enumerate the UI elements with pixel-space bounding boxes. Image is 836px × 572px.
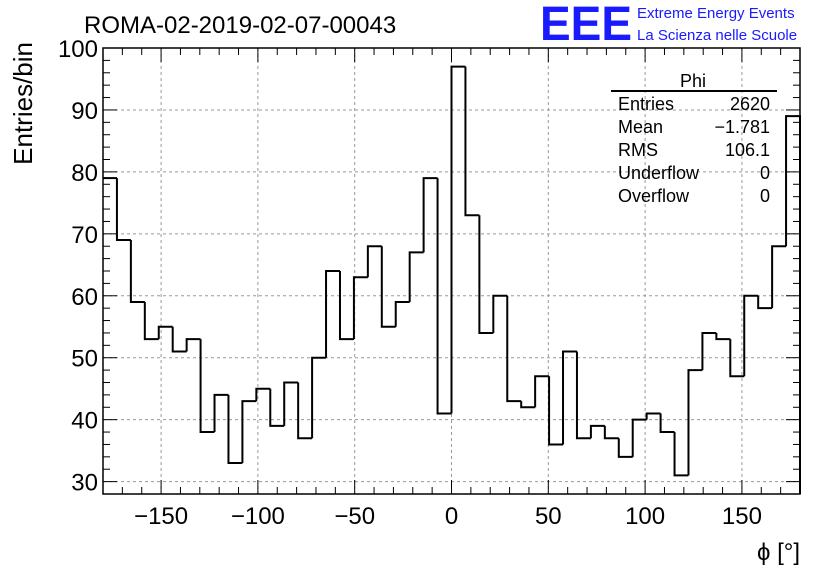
histogram-bin [213, 393, 229, 433]
histogram-bin [297, 382, 313, 440]
histogram-bin [325, 270, 340, 358]
histogram-bin [589, 424, 605, 439]
stats-row-label: Mean [618, 117, 663, 137]
histogram-bin [757, 295, 773, 310]
x-tick-label: 50 [535, 503, 562, 530]
histogram-bin [436, 178, 452, 415]
histogram-bin [548, 376, 564, 446]
histogram-bin [255, 387, 271, 402]
histogram-bin [311, 356, 327, 439]
stats-title: Phi [680, 71, 706, 91]
histogram-bin [715, 332, 731, 341]
histogram-bin [366, 245, 382, 278]
histogram-bin [506, 295, 522, 403]
chart-title: ROMA-02-2019-02-07-00043 [84, 12, 396, 39]
stats-row-value: 0 [760, 186, 770, 206]
stats-rows: Entries 2620 Mean −1.781 RMS 106.1 Underflow 0 O… [618, 94, 770, 206]
stats-row-label: RMS [618, 140, 658, 160]
eee-logo: EEE Extreme Energy Events La Scienza nel… [540, 0, 797, 51]
y-tick-label: 90 [71, 98, 98, 125]
histogram-bin [394, 300, 410, 327]
stats-row-value: −1.781 [714, 117, 770, 137]
histogram-bin [157, 325, 173, 340]
x-tick-label: 100 [625, 503, 665, 530]
histogram-bin [743, 294, 759, 377]
histogram-bin [338, 271, 354, 341]
histogram-bin [520, 401, 536, 409]
histogram-bin [269, 388, 285, 427]
histogram-bin [673, 432, 689, 477]
histogram-bin [603, 425, 619, 440]
histogram-bin [283, 381, 299, 426]
histogram-bin [701, 331, 717, 371]
histogram-bin [352, 276, 368, 340]
histogram-bin [129, 240, 145, 303]
histogram-bin [659, 413, 675, 434]
x-tick-label: −150 [134, 503, 188, 530]
stats-row-value: 106.1 [725, 140, 770, 160]
stats-box: Phi Entries 2620 Mean −1.781 RMS 106.1 Underfl… [611, 71, 777, 206]
x-tick-label: 150 [722, 503, 762, 530]
histogram-bin [171, 326, 187, 353]
histogram-bin [534, 375, 550, 408]
histogram-bars [103, 65, 801, 494]
y-tick-label: 100 [58, 36, 98, 63]
histogram-bin [575, 351, 591, 440]
stats-row-value: 0 [760, 163, 770, 183]
histogram-bin [241, 400, 257, 464]
histogram-bin [115, 178, 131, 242]
tick-labels: −150 −100 −50 0 50 100 150 30 40 50 60 70 80 90 100 [58, 36, 762, 530]
histogram-bin [227, 394, 243, 465]
histogram-bin [422, 177, 438, 253]
histogram-bin [785, 115, 801, 494]
y-tick-label: 60 [71, 284, 98, 311]
histogram-bin [380, 246, 396, 328]
histogram-bin [408, 251, 424, 302]
histogram-bin [492, 294, 508, 333]
histogram-bin [143, 301, 159, 341]
stats-row-label: Overflow [618, 186, 690, 206]
x-axis-label: ϕ [°] [757, 539, 800, 566]
eee-logo-mark: EEE [540, 0, 632, 51]
histogram-bin [729, 339, 745, 378]
histogram-bin [617, 438, 633, 458]
histogram-bin [631, 418, 647, 457]
histogram-bin [771, 245, 787, 309]
y-tick-label: 40 [71, 408, 98, 435]
stats-row-label: Underflow [618, 163, 700, 183]
histogram-bin [199, 339, 215, 434]
y-tick-label: 30 [71, 470, 98, 497]
axes [102, 47, 801, 495]
histogram-bin [464, 66, 480, 217]
y-tick-label: 80 [71, 160, 98, 187]
x-tick-label: −100 [231, 503, 285, 530]
y-axis-label: Entries/bin [8, 42, 38, 165]
histogram-bin [478, 215, 494, 334]
histogram-bin [450, 65, 466, 414]
x-tick-label: 0 [445, 503, 458, 530]
y-tick-label: 70 [71, 222, 98, 249]
histogram-bin [185, 338, 201, 352]
histogram-bin [562, 350, 577, 445]
histogram-bin [645, 412, 661, 420]
stats-row-label: Entries [618, 94, 674, 114]
logo-line-1: Extreme Energy Events [637, 5, 795, 22]
histogram-bin [687, 369, 703, 476]
y-tick-label: 50 [71, 346, 98, 373]
x-tick-label: −50 [334, 503, 375, 530]
stats-row-value: 2620 [730, 94, 770, 114]
logo-line-2: La Scienza nelle Scuole [637, 27, 797, 44]
